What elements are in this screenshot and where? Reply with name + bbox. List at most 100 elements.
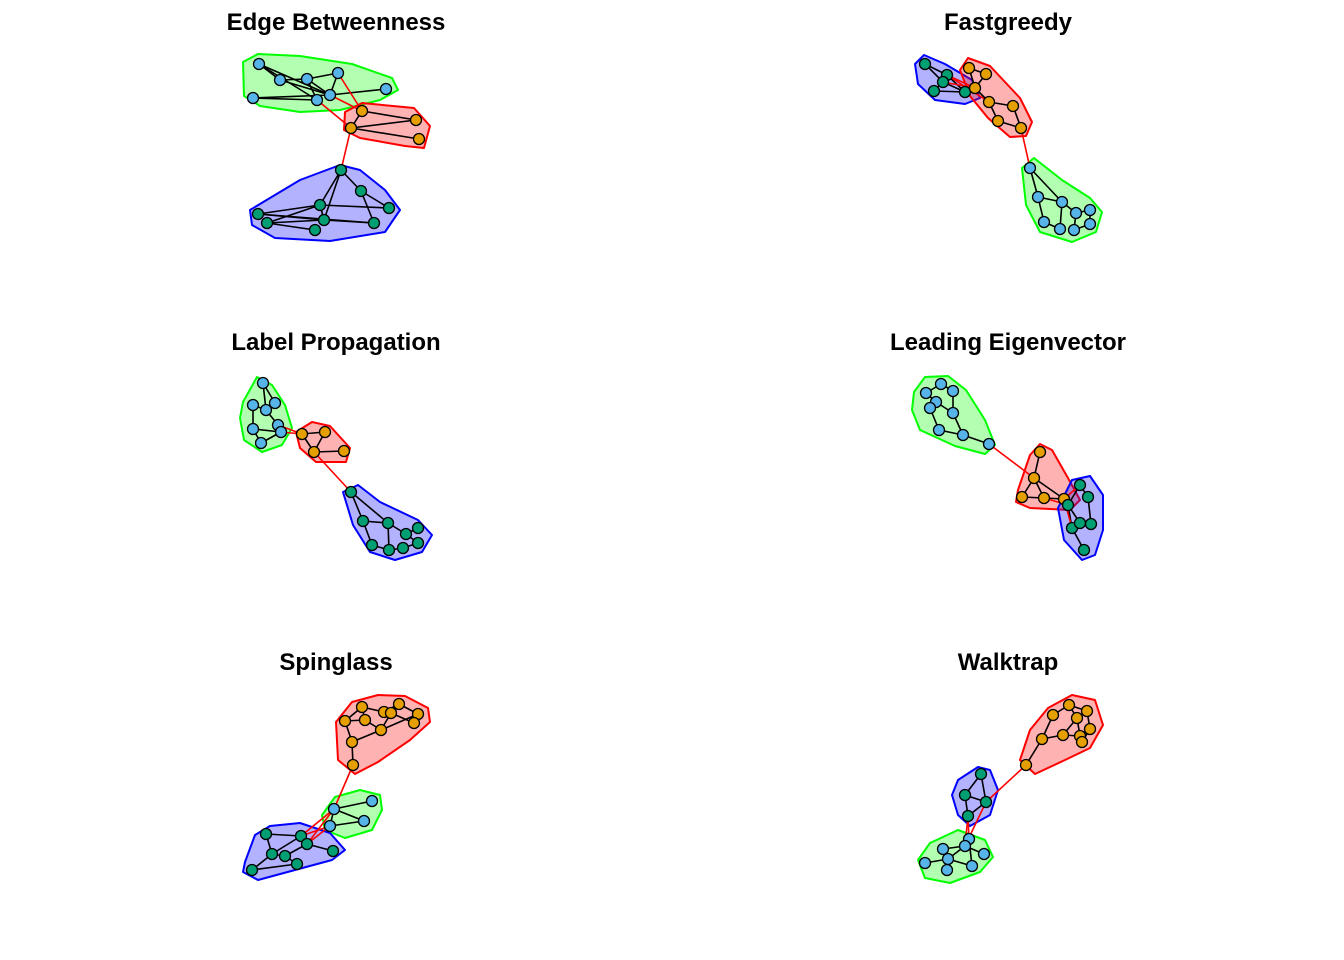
graph-node [294,829,308,843]
graph-node [411,536,425,550]
intra-edge [1029,167,1063,203]
intra-edge [380,713,419,731]
intra-edge [258,63,331,96]
graph-node [318,425,332,439]
graph-node [381,516,395,530]
graph-node [259,403,273,417]
graph-node [317,213,331,227]
graph-node [965,859,979,873]
intra-edge [350,119,417,129]
graph-node [1083,722,1097,736]
graph-node [1084,517,1098,531]
graph-node [1073,478,1087,492]
panel-edge-betweenness: Edge Betweenness [0,0,672,320]
panel-spinglass: Spinglass [0,640,672,960]
graph-node [356,514,370,528]
intra-edge [279,79,331,96]
inter-edge [985,764,1027,803]
inter-edge [340,127,352,171]
graph-node [1019,758,1033,772]
inter-edge [337,72,363,112]
graph-node [246,91,260,105]
graph-node [1061,498,1075,512]
panel-title: Label Propagation [231,329,441,356]
graph-node [977,847,991,861]
graph-node [941,852,955,866]
community-graph [242,694,431,881]
graph-node [399,527,413,541]
graph-node [367,216,381,230]
graph-node [392,697,406,711]
intra-edge [323,169,342,221]
panel-title: Spinglass [279,649,393,676]
graph-node [1062,698,1076,712]
intra-edge [266,219,325,224]
graph-node [962,61,976,75]
graph-node [382,201,396,215]
graph-node [1083,203,1097,217]
graph-node [1035,732,1049,746]
graph-node [323,819,337,833]
inter-edge [313,451,352,493]
graph-node [982,437,996,451]
graph-node [310,93,324,107]
graph-node [934,377,948,391]
intra-edge [319,169,342,206]
graph-node [365,794,379,808]
graph-node [1069,206,1083,220]
intra-edge [257,204,321,215]
graph-node [946,384,960,398]
graph-node [365,538,379,552]
graph-node [1014,121,1028,135]
community-graph [914,54,1103,243]
graph-node [1077,543,1091,557]
graph-node [274,425,288,439]
graph-node [991,114,1005,128]
graph-node [1046,708,1060,722]
graph-node [307,445,321,459]
hull-layer [242,53,431,242]
graph-node [290,857,304,871]
community-graph [911,375,1104,561]
graph-node [1080,704,1094,718]
graph-node [1056,728,1070,742]
intra-edge [350,491,389,524]
graph-node [338,714,352,728]
graph-node [946,406,960,420]
graph-node [326,844,340,858]
graph-node [968,81,982,95]
intra-edge [361,110,417,121]
graph-node [246,398,260,412]
intra-edge [266,222,316,231]
intra-edge [251,863,298,871]
graph-node [355,700,369,714]
graph-node [251,207,265,221]
graph-node [358,713,372,727]
graph-node [979,67,993,81]
intra-edge [333,800,373,810]
panel-walktrap: Walktrap [672,640,1344,960]
inter-edge [1020,127,1031,169]
panel-label-propagation: Label Propagation [0,320,672,640]
graph-node [334,163,348,177]
graph-node [308,223,322,237]
graph-node [1055,195,1069,209]
graph-node [337,444,351,458]
graph-node [344,485,358,499]
panel-title: Leading Eigenvector [889,329,1127,356]
panel-title: Edge Betweenness [226,9,446,36]
inter-edge [988,443,1035,479]
graph-node [961,809,975,823]
graph-node [956,428,970,442]
graph-node [1070,711,1084,725]
node-layer [246,57,426,237]
graph-node [278,849,292,863]
graph-node [919,386,933,400]
graph-node [331,66,345,80]
graph-node [918,57,932,71]
community-graph [242,53,431,242]
graph-node [252,57,266,71]
graph-node [918,856,932,870]
panel-fastgreedy: Fastgreedy [672,0,1344,320]
graph-node [1006,99,1020,113]
